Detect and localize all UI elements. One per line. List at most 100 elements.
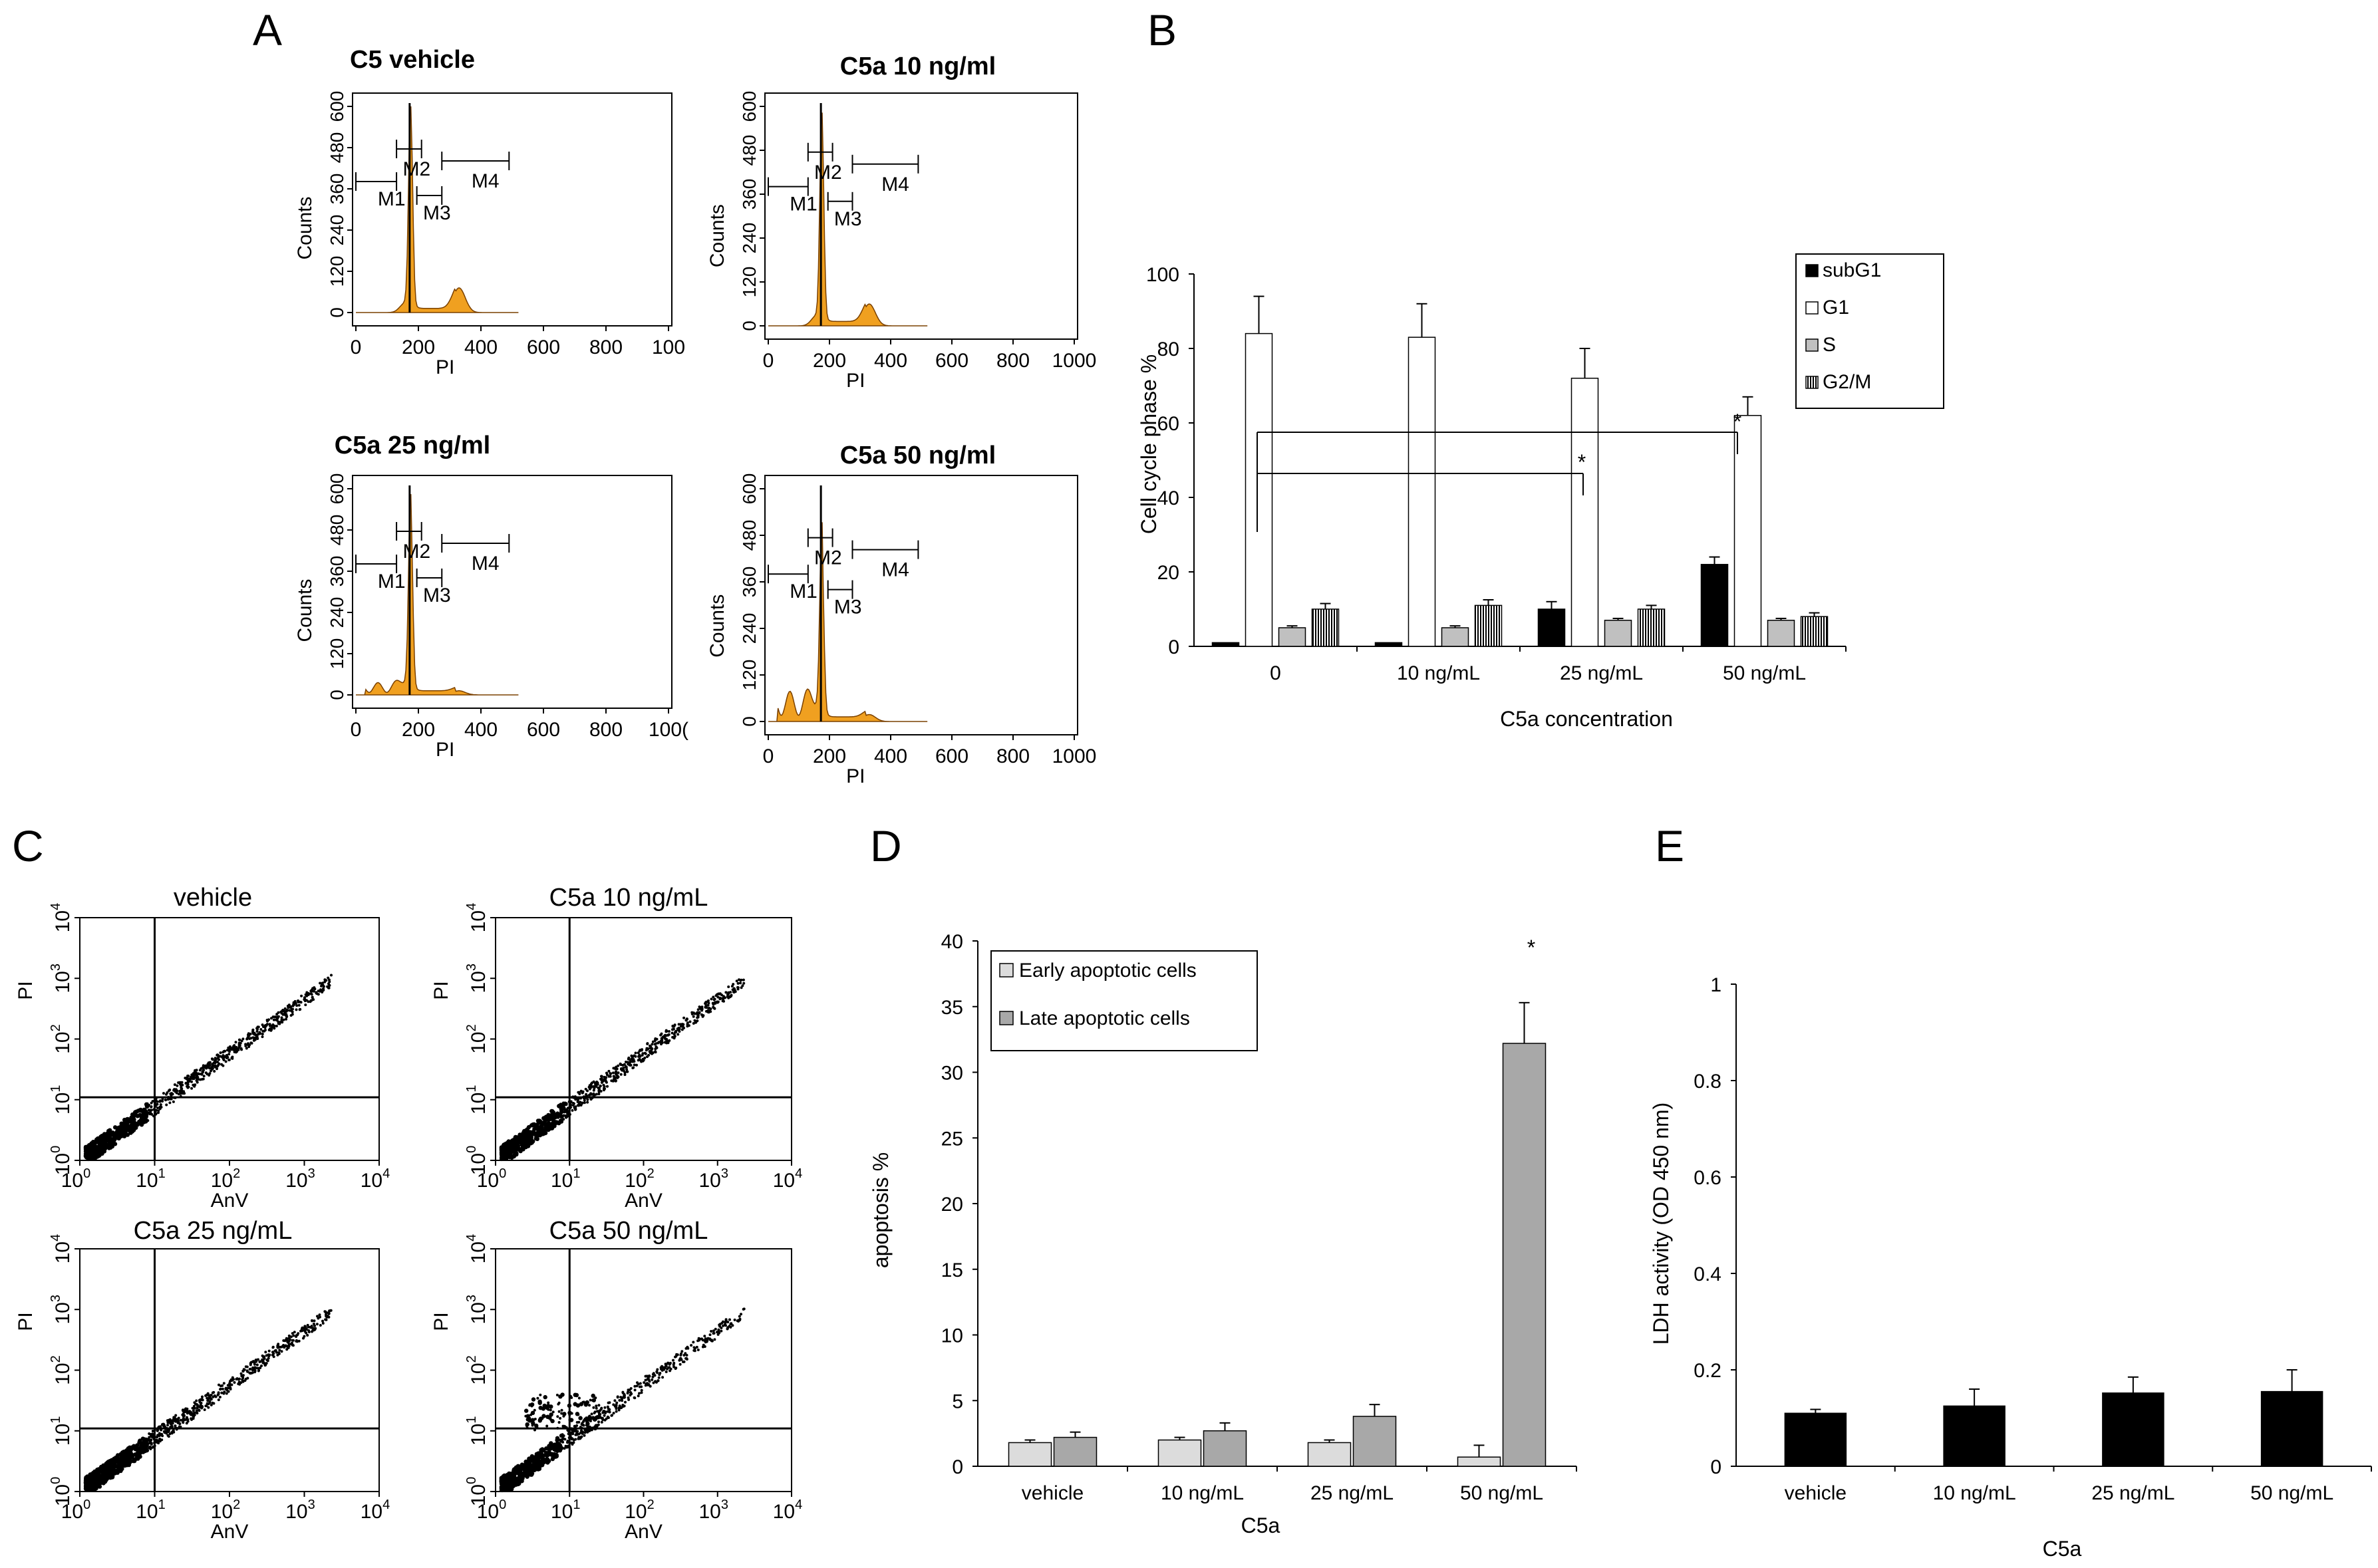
scatter-dot [126,1118,131,1123]
scatter-dot [654,1051,657,1054]
scatter-dot [222,1064,225,1067]
scatter-dot [547,1408,550,1411]
scatter-dot [602,1089,605,1092]
scatter-dot [205,1067,208,1070]
scatter-dot [680,1352,682,1355]
scatter-dot [696,1349,700,1351]
scatter-dot [131,1126,136,1131]
scatter-dot [321,1322,325,1325]
scatter-dot [286,1346,289,1349]
scatter-dot [613,1399,617,1402]
scatter-dot [175,1091,178,1095]
scatter-dot [571,1443,574,1446]
scatter-dot [592,1080,595,1083]
y-tick-label: 30 [941,1063,963,1085]
scatter-dot [307,991,310,995]
scatter-dot [656,1368,659,1371]
scatter-dot [721,999,724,1003]
scatter-dot [543,1394,547,1400]
scatter-dot [712,1332,716,1335]
scatter-dot [92,1142,96,1146]
scatter-dot [261,1035,264,1039]
scatter-dot [674,1355,678,1358]
scatter-dot [327,982,330,985]
scatter-dot [637,1059,640,1062]
scatter-dot [652,1381,655,1384]
scatter-dot [575,1430,578,1434]
scatter-dot [563,1107,566,1110]
scatter-dot [277,1011,280,1014]
scatter-dot [643,1057,647,1059]
scatter-dot [635,1063,638,1067]
scatter-dot [617,1408,621,1412]
scatter-dot [84,1475,90,1480]
scatter-dot [531,1139,535,1144]
scatter-dot [531,1421,535,1426]
y-axis-label: PI [430,1312,452,1331]
scatter-dot [599,1090,603,1093]
scatter-dot [270,1017,273,1020]
scatter-dot [525,1417,530,1422]
scatter-dot [713,997,716,1001]
x-axis-label: C5a concentration [1500,707,1673,731]
scatter-dot [560,1392,565,1397]
scatter-dot [106,1468,111,1473]
scatter-dot [526,1468,531,1473]
scatter-dot [654,1038,657,1041]
scatter-dot [651,1378,654,1381]
scatter-dot [245,1365,249,1369]
x-tick-label: 800 [589,719,623,741]
scatter-dot [314,1327,317,1330]
scatter-dot [641,1052,645,1055]
scatter-dot [113,1125,118,1130]
scatter-dot [253,1038,256,1041]
bar-ldh-activity [2260,1390,2323,1467]
scatter-dot [516,1480,520,1484]
scatter-dot [555,1393,559,1396]
scatter-dot [162,1092,165,1095]
scatter-dot [529,1472,533,1476]
scatter-dot [717,1328,720,1331]
scatter-dot [157,1111,160,1114]
scatter-dot [612,1071,615,1075]
scatter-dot [657,1379,660,1382]
scatter-dot [168,1432,172,1436]
scatter-dot [293,1331,296,1334]
scatter-dot [628,1388,631,1392]
scatter-dot [305,999,308,1002]
scatter-dot [651,1043,654,1046]
scatter-dot [674,1029,678,1033]
scatter-dot [651,1047,654,1050]
scatter-dot [192,1416,195,1419]
y-tick-label: 104 [49,903,74,933]
scatter-dot [728,1318,731,1321]
scatter-dot [267,1355,271,1358]
scatter-dot [553,1454,557,1458]
scatter-dot [153,1099,156,1103]
scatter-dot [649,1044,651,1047]
panel-letter-b: B [1147,5,1177,55]
scatter-dot [625,1068,629,1071]
y-tick-label: 20 [1157,562,1179,584]
bar-early-apoptotic-cells [1157,1439,1202,1467]
y-tick-label: 100 [49,1146,74,1176]
scatter-dot [199,1078,202,1081]
scatter-dot [609,1072,613,1075]
scatter-dot [321,983,324,987]
y-tick-label: 0.2 [1694,1360,1721,1382]
y-tick-label: 360 [327,556,347,587]
scatter-dot [110,1140,115,1146]
scatter-dot [569,1418,574,1422]
scatter-dot [144,1437,149,1442]
scatter-dot [718,992,722,995]
scatter-dot [312,989,315,993]
scatter-dot [562,1424,567,1430]
scatter-dot [235,1049,238,1052]
scatter-dot [596,1081,599,1085]
x-category-label: 50 ng/mL [1723,662,1806,684]
scatter-dot [211,1065,214,1068]
scatter-dot [623,1073,627,1077]
y-tick-label: 240 [739,223,760,254]
x-tick-label: 104 [361,1498,390,1523]
scatter-dot [608,1401,611,1404]
